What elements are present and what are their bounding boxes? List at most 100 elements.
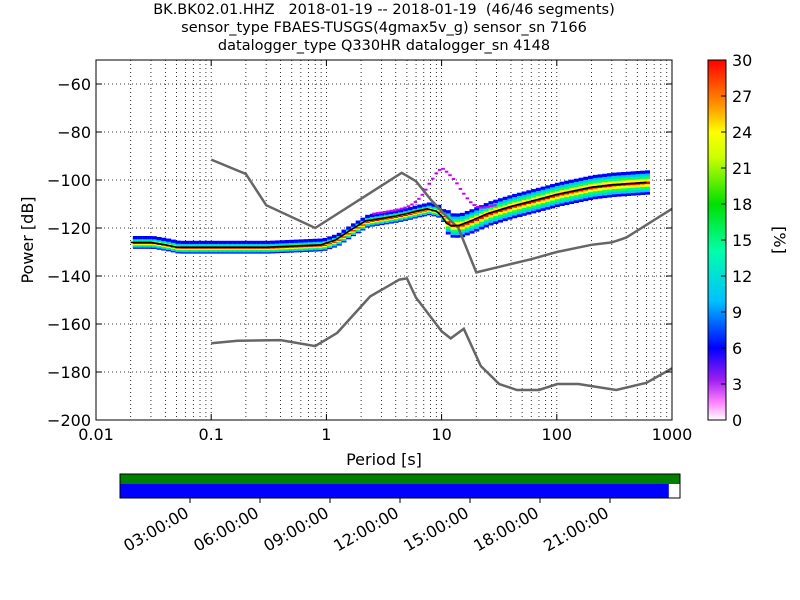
ppsd-density-cell [625,174,632,178]
ppsd-density-cell [455,213,461,217]
ppsd-density-cell [388,210,394,214]
coverage-available-bar [120,474,680,484]
ppsd-density-cell [420,193,425,196]
ppsd-density-cell [583,176,589,180]
ppsd-density-cell [602,186,608,191]
ppsd-density-cell [611,180,617,184]
y-tick-label: −140 [47,267,91,286]
ppsd-density-cell [516,195,522,199]
ppsd-density-cell [502,217,508,222]
ppsd-density-cell [621,193,627,197]
ppsd-density-cell [478,215,485,219]
ppsd-density-cell [625,184,632,189]
ppsd-density-cell [445,212,451,217]
ppsd-density-cell [583,189,589,194]
ppsd-density-cell [625,179,632,183]
ppsd-density-cell [573,186,579,190]
ppsd-density-cell [592,177,598,181]
ppsd-density-cell [611,175,617,179]
ppsd-density-cell [507,211,513,215]
ppsd-density-cell [445,220,451,224]
ppsd-density-cell [644,180,650,185]
ppsd-density-cell [535,208,541,213]
ppsd-density-cell [507,195,513,199]
ppsd-density-cell [398,209,404,213]
y-tick-label: −60 [57,75,91,94]
ppsd-density-cell [521,207,527,211]
ppsd-density-cell [142,236,148,240]
title-line-1: BK.BK02.01.HHZ 2018-01-19 -- 2018-01-19 … [153,2,615,18]
ppsd-density-cell [635,173,641,177]
ppsd-density-cell [592,174,598,179]
ppsd-density-cell [569,195,575,199]
ppsd-density-cell [635,189,641,193]
ppsd-density-cell [450,213,456,217]
ppsd-density-cell [137,236,143,240]
ppsd-density-cell [486,205,490,208]
ppsd-density-cell [583,192,589,196]
ppsd-density-cell [625,187,632,191]
ppsd-density-cell [550,197,556,201]
ppsd-density-cell [455,229,461,233]
ppsd-density-cell [412,205,418,209]
ppsd-density-cell [474,225,480,229]
ppsd-density-cell [559,194,565,199]
ppsd-density-cell [540,205,546,209]
ppsd-density-cell [521,194,527,198]
ppsd-density-cell [493,220,499,224]
ppsd-density-cell [497,200,503,205]
ppsd-density-cell [445,231,451,235]
ppsd-density-cell [535,195,541,199]
ppsd-density-cell [488,222,494,226]
ppsd-density-cell [497,216,503,220]
ppsd-density-cell [616,177,622,181]
ppsd-density-cell [545,185,551,189]
ppsd-density-cell [469,227,475,231]
coverage-time-label: 15:00:00 [400,503,472,555]
ppsd-density-cell [502,199,508,203]
ppsd-density-cell [450,218,456,222]
ppsd-density-cell [602,194,608,199]
ppsd-density-cell [516,211,522,215]
ppsd-density-cell [434,172,438,175]
ppsd-density-cell [455,218,461,222]
ppsd-density-cell [583,195,589,199]
ppsd-density-cell [630,187,636,191]
ppsd-density-cell [540,189,546,193]
ppsd-density-cell [554,198,560,202]
ppsd-density-cell [507,197,513,202]
ppsd-density-cell [635,171,641,175]
ppsd-density-cell [478,223,485,227]
ppsd-density-cell [406,205,411,208]
ppsd-density-cell [516,200,522,204]
ppsd-density-cell [606,186,613,190]
ppsd-density-cell [621,185,627,189]
ppsd-density-cell [482,206,487,209]
ppsd-density-cell [460,226,466,230]
ppsd-density-cell [611,193,617,197]
ppsd-density-cell [569,179,575,183]
ppsd-density-cell [550,189,556,193]
x-tick-label: 0.01 [78,425,114,444]
ppsd-density-cell [464,218,470,223]
ppsd-density-cell [441,209,447,213]
ppsd-density-cell [644,183,650,187]
ppsd-density-cell [251,240,257,244]
ppsd-density-cell [462,192,466,195]
ppsd-density-cell [578,185,584,189]
ppsd-density-cell [497,203,503,207]
ppsd-density-cell [602,192,608,196]
ppsd-density-cell [569,200,575,205]
ppsd-density-cell [630,173,636,178]
x-tick-label: 0.1 [198,425,223,444]
ppsd-density-cell [564,193,570,198]
ppsd-density-cell [413,200,418,203]
coverage-time-label: 12:00:00 [330,503,402,555]
ppsd-density-cell [526,195,532,199]
ppsd-density-cell [407,206,413,211]
ppsd-density-cell [483,224,489,228]
ppsd-density-cell [422,203,428,207]
colorbar-tick-label: 9 [732,303,742,322]
ppsd-density-cell [450,229,456,233]
